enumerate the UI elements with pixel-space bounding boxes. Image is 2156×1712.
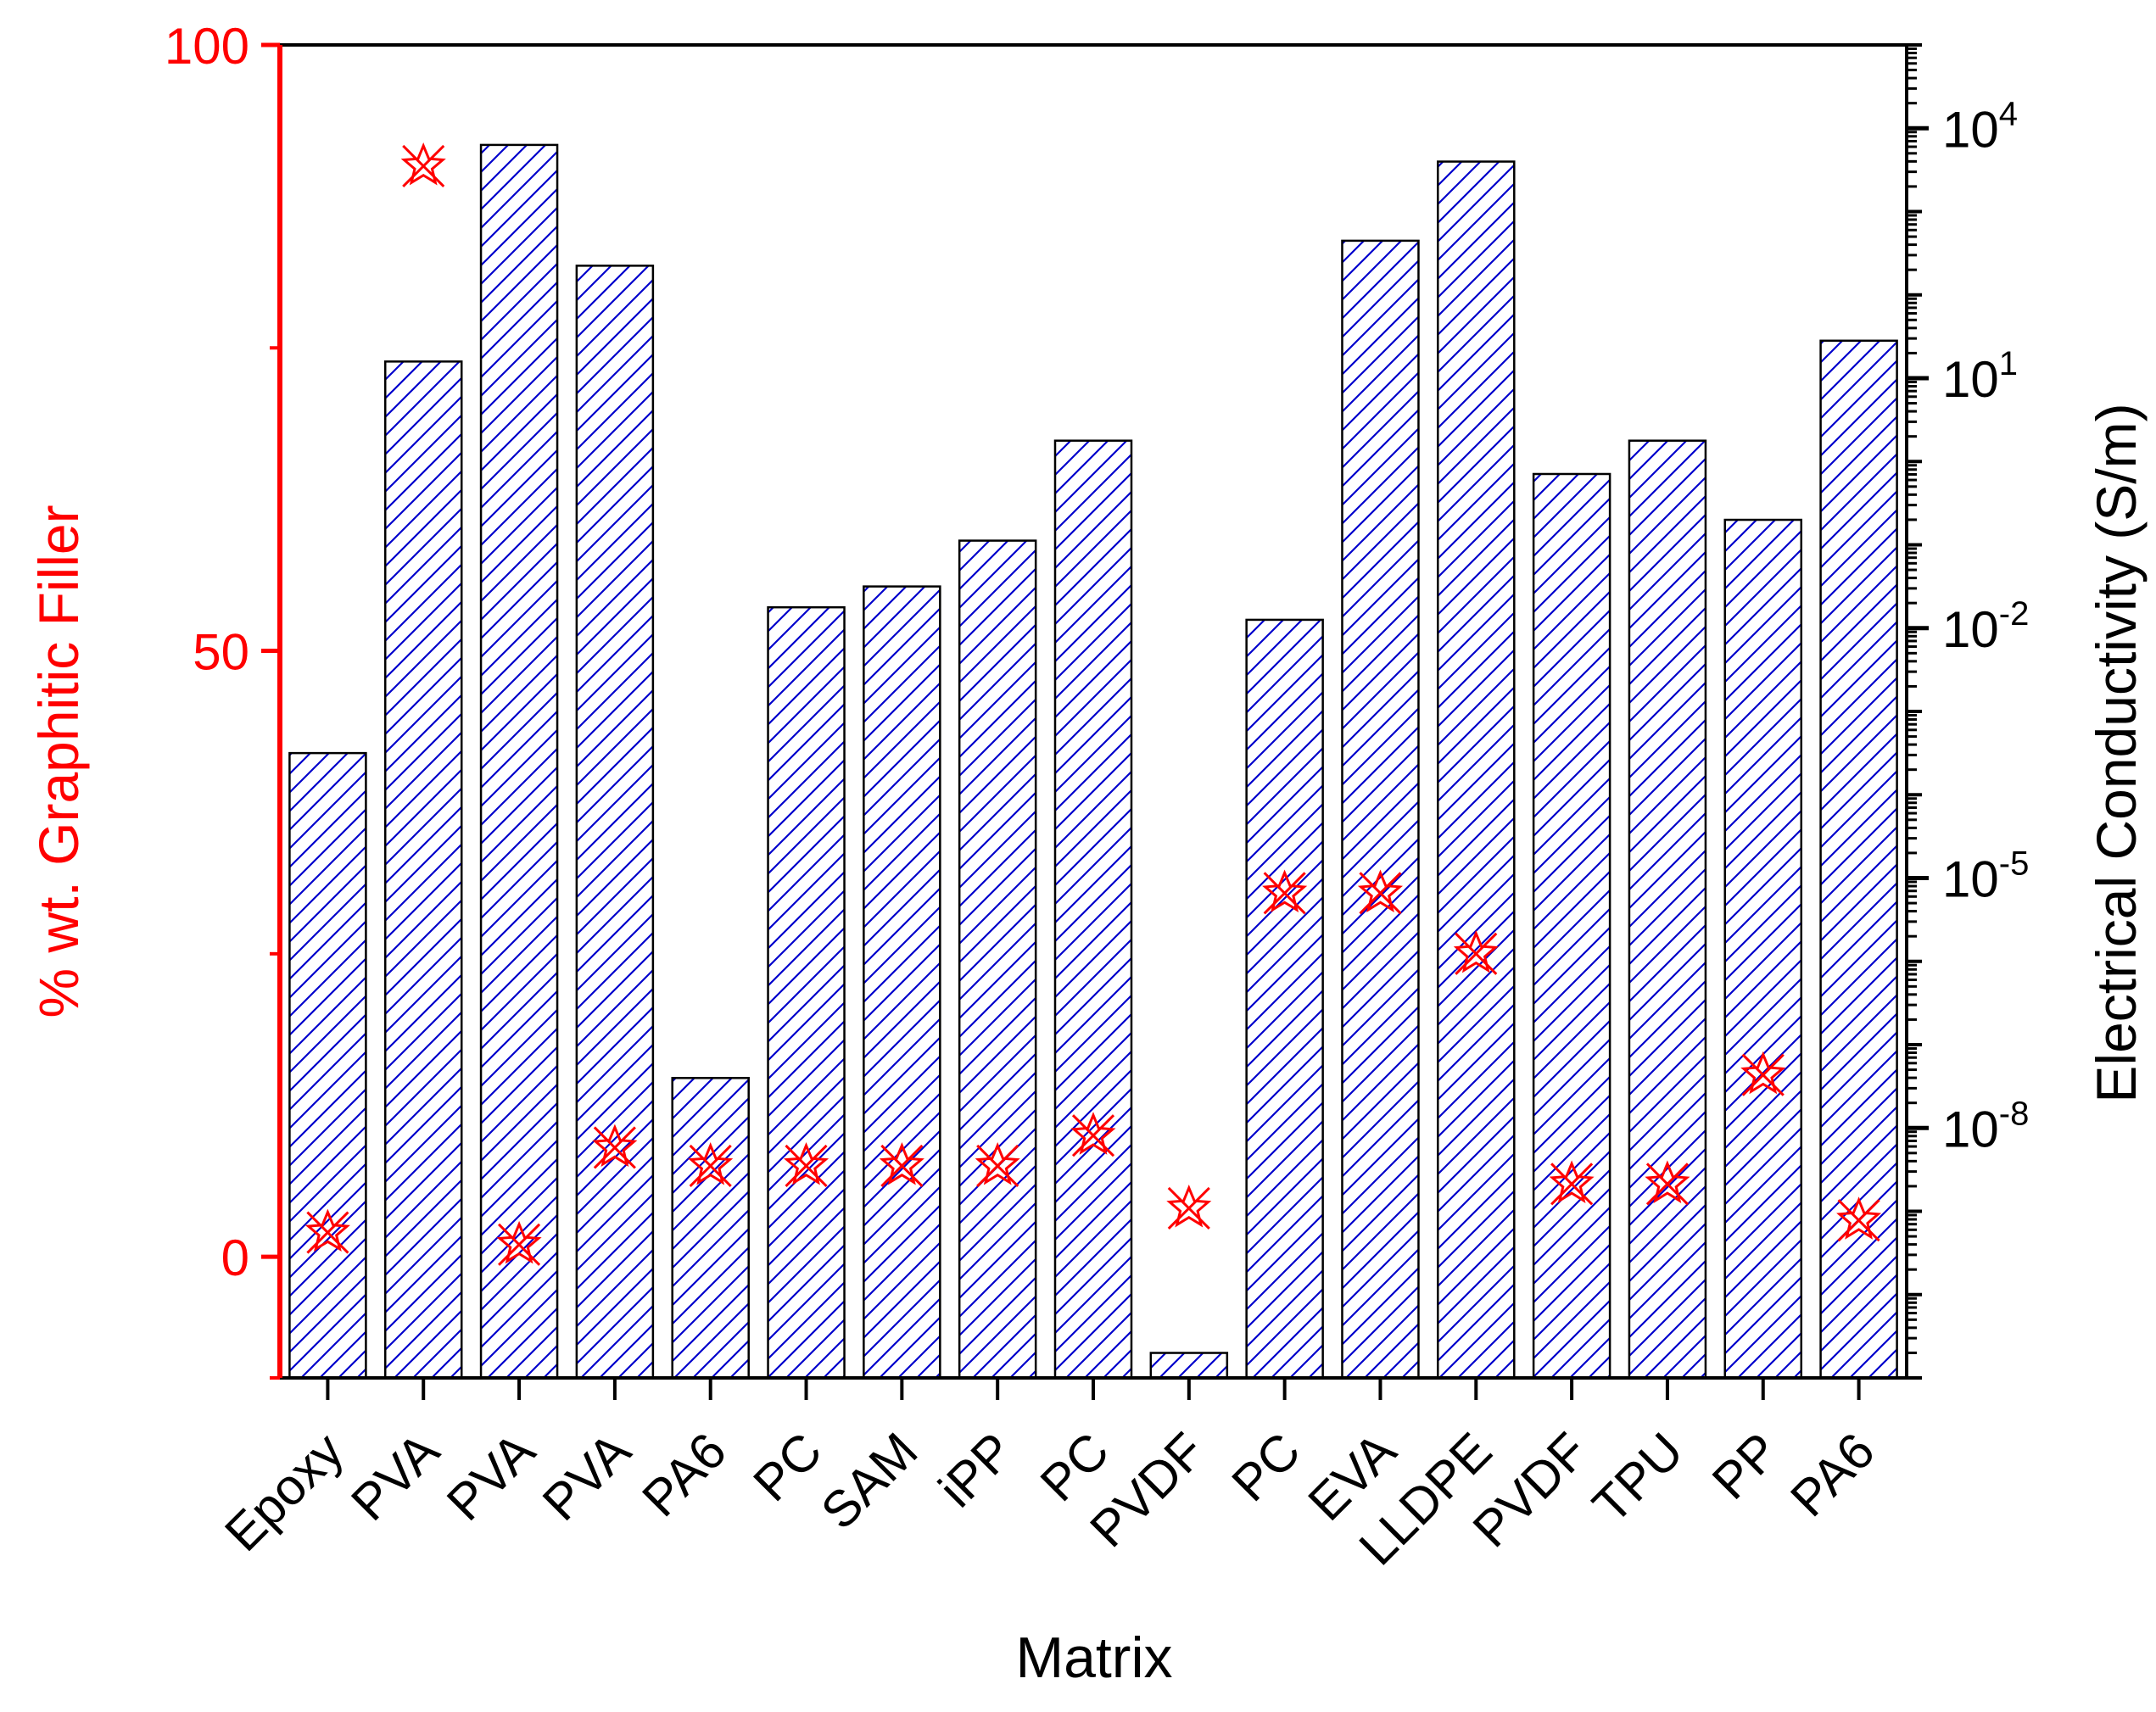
x-tick-label-5: PA6 — [631, 1422, 736, 1527]
x-tick-label-11: PC — [1221, 1422, 1311, 1512]
y-right-tick-label-1: 101 — [1942, 345, 2018, 408]
marker-star-shape — [1453, 929, 1499, 973]
x-tick-label-2: PVA — [340, 1422, 450, 1531]
bar-15-tpu — [1628, 439, 1707, 1380]
marker-cross-b — [1550, 1163, 1594, 1206]
marker-cross-b — [1741, 1053, 1785, 1096]
marker-9-pc — [1070, 1112, 1116, 1157]
y-left-tick-label-0: 0 — [221, 1230, 249, 1286]
bar-8-ipp — [958, 539, 1037, 1380]
marker-cross-b — [306, 1211, 349, 1254]
marker-6-pc — [783, 1141, 829, 1187]
marker-cross-b — [976, 1144, 1019, 1187]
marker-17-pa6 — [1836, 1196, 1882, 1242]
x-tick-label-1: Epoxy — [214, 1422, 354, 1562]
marker-star-shape — [1645, 1160, 1690, 1203]
x-tick-label-16: PP — [1701, 1422, 1790, 1510]
bar-16-pp — [1723, 518, 1803, 1380]
marker-4-pva — [592, 1124, 638, 1169]
marker-star-shape — [1836, 1196, 1882, 1240]
x-tick-label-7: SAM — [810, 1422, 928, 1540]
marker-star-shape — [304, 1208, 350, 1252]
marker-cross-b — [497, 1223, 541, 1266]
y-right-tick-label--5: 10-5 — [1942, 845, 2029, 908]
y-axis-left-title: % wt. Graphitic Filler — [27, 505, 90, 1018]
marker-cross-b — [1837, 1199, 1880, 1242]
marker-cross-b — [689, 1144, 732, 1187]
bar-7-sam — [863, 585, 941, 1380]
marker-cross-b — [1645, 1163, 1690, 1206]
bar-3-pva — [479, 143, 559, 1380]
marker-2-pva — [400, 142, 446, 187]
marker-11-pc — [1262, 869, 1308, 915]
bar-17-pa6 — [1819, 339, 1898, 1380]
marker-12-eva — [1357, 869, 1404, 915]
marker-cross-b — [1071, 1114, 1115, 1157]
marker-cross-b — [1359, 872, 1402, 915]
markers-layer — [304, 142, 1882, 1266]
marker-cross-b — [593, 1126, 636, 1169]
bar-5-pa6 — [671, 1077, 750, 1380]
marker-star-shape — [1166, 1184, 1212, 1228]
marker-cross-b — [402, 144, 445, 187]
bar-4-pva — [575, 265, 655, 1380]
marker-cross-b — [1455, 932, 1498, 975]
bar-12-eva — [1341, 239, 1420, 1380]
bar-14-pvdf — [1532, 472, 1611, 1380]
marker-cross-b — [1167, 1186, 1210, 1230]
x-tick-label-4: PVA — [532, 1422, 641, 1531]
bar-9-pc — [1053, 439, 1133, 1380]
marker-16-pp — [1740, 1051, 1786, 1096]
marker-3-pva — [496, 1220, 542, 1266]
marker-star-shape — [400, 142, 446, 186]
x-tick-label-3: PVA — [436, 1422, 545, 1531]
marker-cross-b — [880, 1144, 924, 1187]
bar-2-pva — [383, 360, 463, 1380]
marker-star-shape — [1740, 1051, 1786, 1095]
marker-star-shape — [975, 1141, 1020, 1185]
marker-5-pa6 — [688, 1141, 734, 1187]
y-right-tick-label--2: 10-2 — [1942, 595, 2029, 658]
marker-cross-b — [1263, 872, 1306, 915]
marker-10-pvdf — [1166, 1184, 1212, 1230]
x-tick-label-15: TPU — [1582, 1422, 1694, 1534]
marker-13-lldpe — [1453, 929, 1499, 975]
marker-star-shape — [592, 1124, 638, 1168]
bar-6-pc — [767, 605, 846, 1380]
bar-1-epoxy — [288, 751, 367, 1380]
bar-11-pc — [1245, 618, 1324, 1380]
marker-8-ipp — [975, 1141, 1020, 1187]
bars-layer — [288, 143, 1898, 1380]
y-left-tick-label-100: 100 — [165, 18, 249, 75]
marker-star-shape — [496, 1220, 542, 1264]
marker-star-shape — [879, 1141, 924, 1185]
y-right-tick-label-4: 104 — [1942, 95, 2018, 158]
y-left-tick-label-50: 50 — [193, 624, 249, 681]
bar-10-pvdf — [1149, 1352, 1229, 1380]
marker-15-tpu — [1645, 1160, 1690, 1206]
marker-star-shape — [1262, 869, 1308, 912]
y-right-tick-label--8: 10-8 — [1942, 1095, 2029, 1157]
x-axis-title: Matrix — [1015, 1626, 1172, 1690]
marker-1-epoxy — [304, 1208, 350, 1254]
marker-star-shape — [688, 1141, 734, 1185]
bar-13-lldpe — [1437, 160, 1516, 1380]
y-axis-right-title: Electrical Conductivity (S/m) — [2085, 403, 2148, 1102]
marker-star-shape — [1357, 869, 1404, 912]
marker-star-shape — [783, 1141, 829, 1185]
marker-14-pvdf — [1549, 1160, 1595, 1206]
marker-star-shape — [1549, 1160, 1595, 1203]
x-tick-label-8: iPP — [928, 1422, 1024, 1518]
marker-star-shape — [1070, 1112, 1116, 1155]
x-tick-label-17: PA6 — [1779, 1422, 1885, 1527]
marker-cross-b — [785, 1144, 828, 1187]
marker-7-sam — [879, 1141, 924, 1187]
